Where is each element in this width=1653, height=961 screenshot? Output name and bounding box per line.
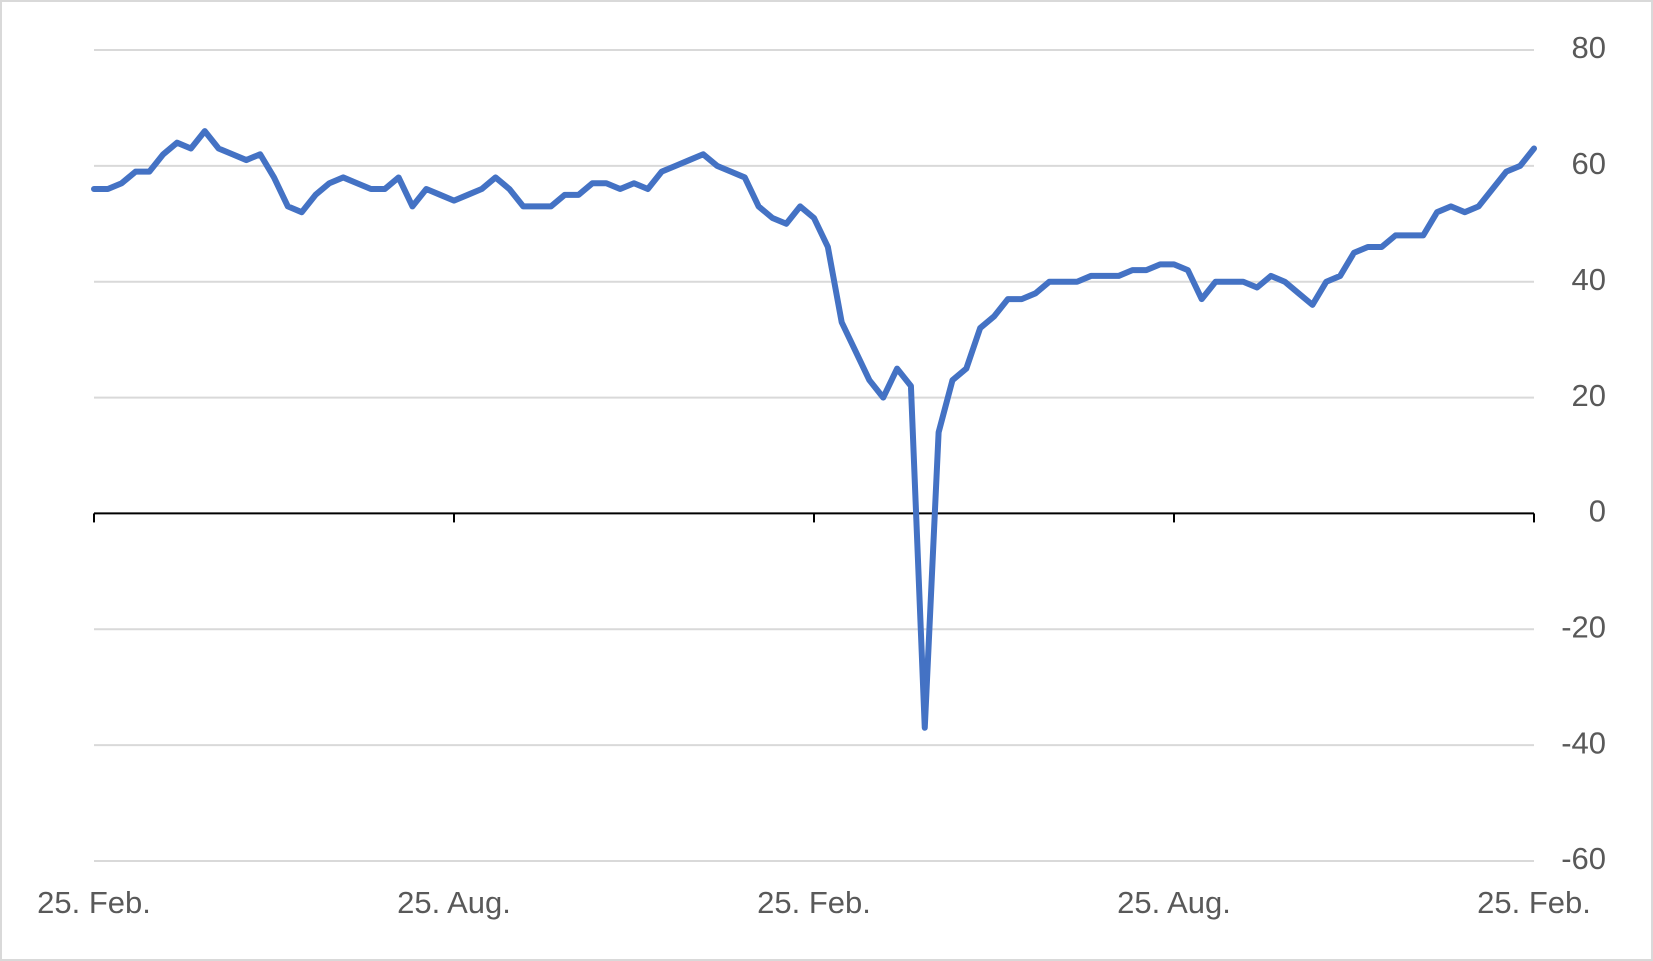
y-tick-label: 40 [1572, 262, 1606, 297]
y-tick-label: 60 [1572, 146, 1606, 181]
y-tick-label: 80 [1572, 30, 1606, 65]
x-tick-label: 25. Feb. [757, 885, 871, 920]
data-line [91, 128, 1537, 731]
x-tick-label: 25. Feb. [37, 885, 151, 920]
y-tick-label: 20 [1572, 378, 1606, 413]
y-tick-label: -20 [1561, 609, 1606, 644]
y-tick-label: -60 [1561, 841, 1606, 876]
x-tick-label: 25. Aug. [397, 885, 511, 920]
y-tick-label: 0 [1589, 494, 1606, 529]
x-tick-label: 25. Aug. [1117, 885, 1231, 920]
y-tick-label: -40 [1561, 725, 1606, 760]
x-tick-label: 25. Feb. [1477, 885, 1591, 920]
